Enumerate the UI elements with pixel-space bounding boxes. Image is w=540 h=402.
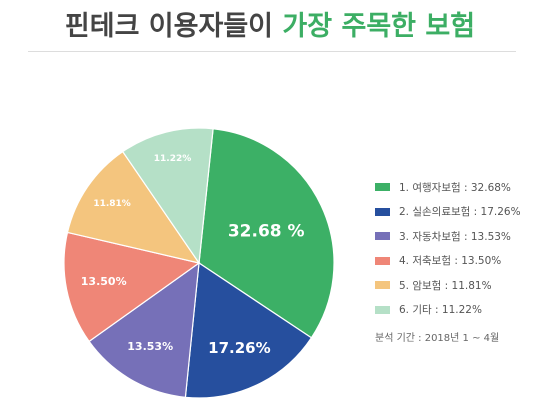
legend-label-5: 5. 암보험 : 11.81% [399,279,492,292]
pie-slice-3 [88,261,200,398]
pie-slice-2 [184,261,313,399]
legend-item-3: 3. 자동차보험 : 13.53% [375,224,521,249]
slice-label-5: 11.81% [93,199,131,209]
legend-item-2: 2. 실손의료보험 : 17.26% [375,200,521,225]
pie-slice-1 [198,128,335,339]
legend-item-6: 6. 기타 : 11.22% [375,298,521,323]
legend-swatch-3 [375,232,390,241]
slice-label-4: 13.50% [81,275,127,288]
legend-item-1: 1. 여행자보험 : 32.68% [375,175,521,200]
pie-slice-5 [66,150,201,264]
legend-swatch-1 [375,183,390,192]
legend-label-4: 4. 저축보험 : 13.50% [399,255,502,268]
legend-swatch-5 [375,281,390,290]
analysis-period-note: 분석 기간 : 2018년 1 ~ 4월 [375,333,500,344]
legend-label-2: 2. 실손의료보험 : 17.26% [399,206,521,219]
chart-legend: 1. 여행자보험 : 32.68% 2. 실손의료보험 : 17.26% 3. 자동… [375,175,521,322]
legend-swatch-6 [375,305,390,314]
legend-item-5: 5. 암보험 : 11.81% [375,273,521,298]
chart-title: 핀테크 이용자들이 가장 주목한 보험 [0,4,540,43]
legend-swatch-4 [375,256,390,265]
pie-slice-6 [121,127,214,265]
title-divider [28,51,516,52]
title-part-2: 가장 주목한 보험 [282,11,476,42]
slice-label-3: 13.53% [127,340,173,353]
legend-swatch-2 [375,207,390,216]
legend-label-1: 1. 여행자보험 : 32.68% [399,181,511,194]
legend-label-6: 6. 기타 : 11.22% [399,304,482,317]
legend-label-3: 3. 자동차보험 : 13.53% [399,230,511,243]
slice-label-1: 32.68 % [228,221,305,241]
pie-slice-4 [63,231,201,343]
title-part-1: 핀테크 이용자들이 [64,11,274,42]
slice-label-2: 17.26% [208,339,270,357]
legend-item-4: 4. 저축보험 : 13.50% [375,249,521,274]
slice-label-6: 11.22% [154,154,192,164]
